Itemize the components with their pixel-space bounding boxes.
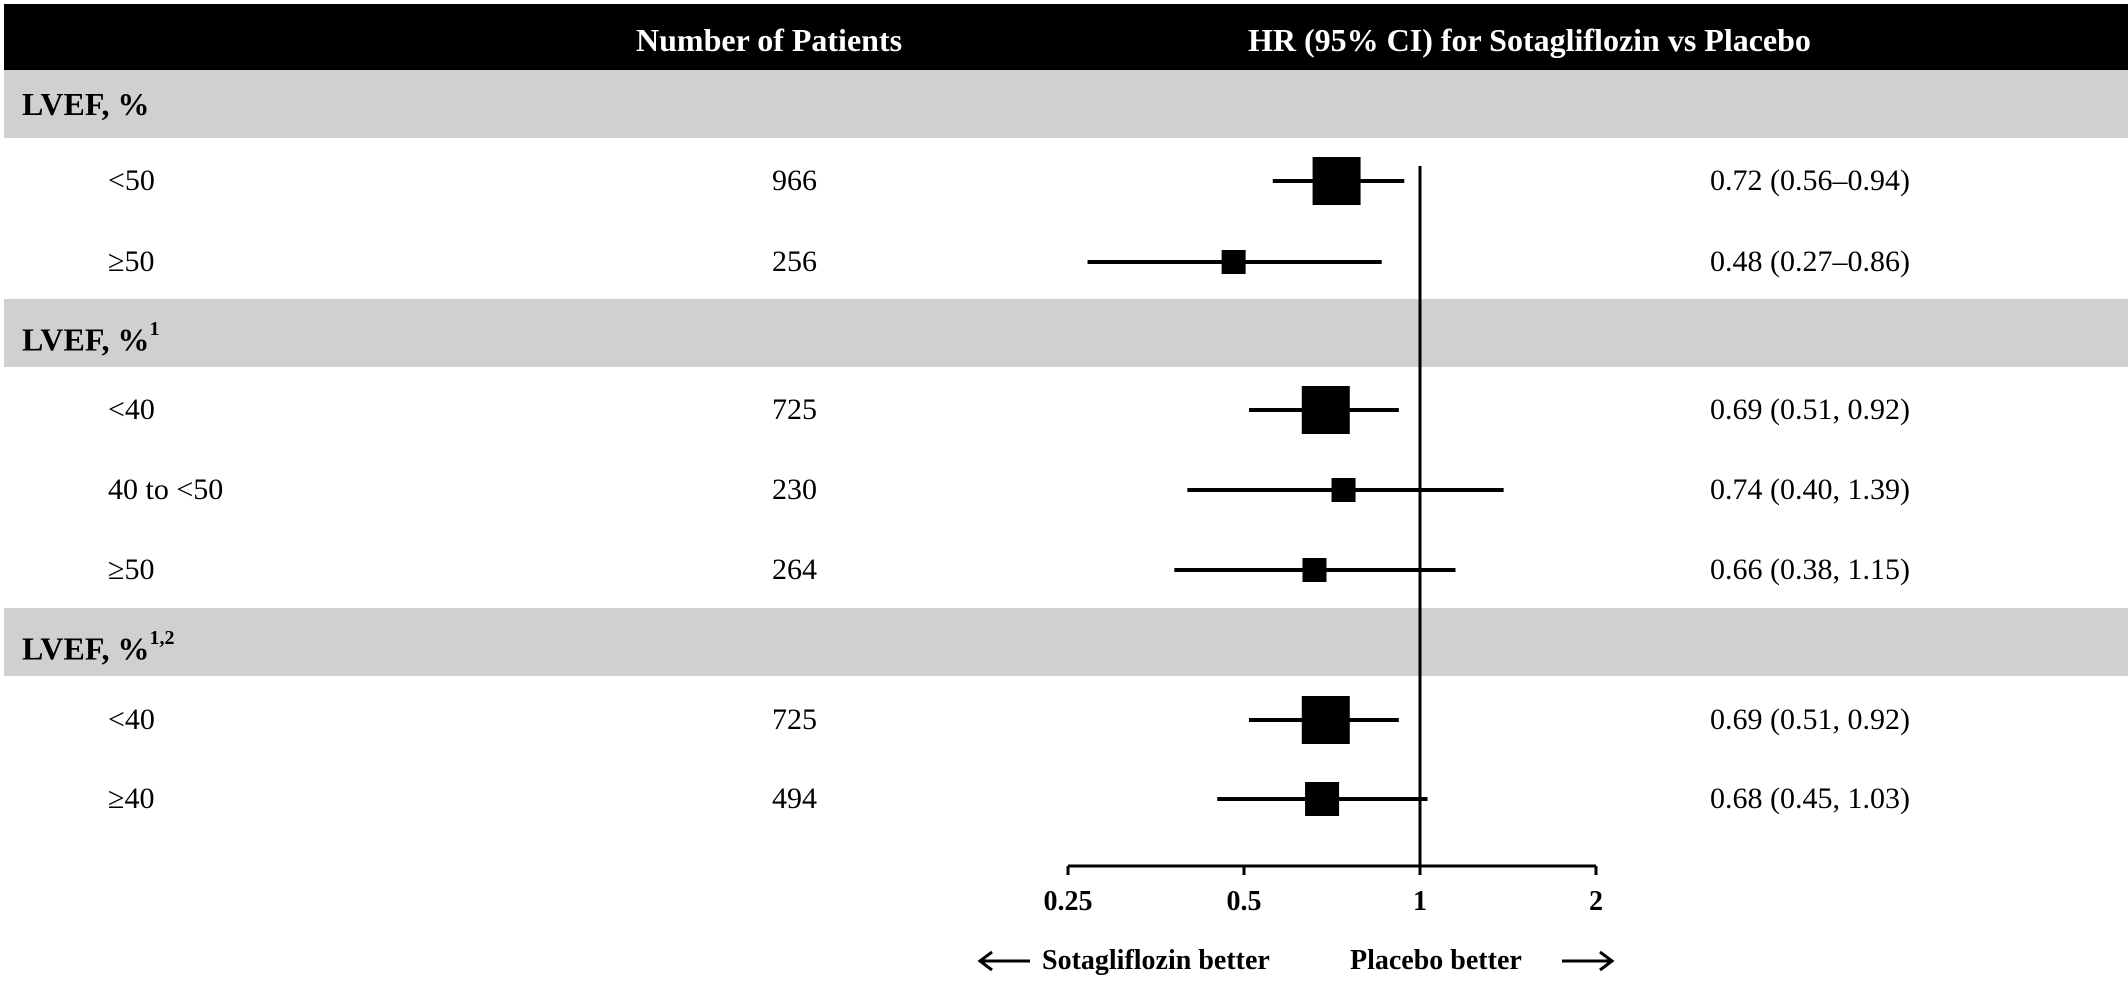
group-band [4,608,2128,676]
row-label: ≥50 [108,245,155,278]
hr-point-marker [1301,696,1350,744]
row-label: <40 [108,393,155,426]
arrow-right-icon [1562,950,1615,972]
row-hr-ci-text: 0.48 (0.27–0.86) [1710,245,1910,278]
row-patient-count: 230 [772,473,817,506]
row-label: ≥50 [108,553,155,586]
row-hr-ci-text: 0.68 (0.45, 1.03) [1710,782,1910,815]
row-patient-count: 725 [772,393,817,426]
row-hr-ci-text: 0.72 (0.56–0.94) [1710,164,1910,197]
direction-right-label: Placebo better [1350,945,1522,976]
x-axis-tick-label: 1 [1413,886,1427,917]
arrow-left-icon [977,950,1030,972]
header-number-of-patients: Number of Patients [636,22,903,58]
row-patient-count: 725 [772,703,817,736]
hr-point-marker [1331,478,1356,502]
group-label-text: LVEF, % [22,630,150,667]
group-band [4,70,2128,138]
header-hr-ci: HR (95% CI) for Sotagliflozin vs Placebo [1248,22,1811,58]
row-label: 40 to <50 [108,473,224,506]
hr-point-marker [1302,558,1327,582]
group-label-text: LVEF, % [22,86,150,122]
direction-left-label: Sotagliflozin better [1042,945,1270,976]
x-axis-tick-label: 2 [1589,886,1603,917]
row-patient-count: 264 [772,553,817,586]
row-patient-count: 256 [772,245,817,278]
group-band [4,299,2128,367]
x-axis-tick-label: 0.5 [1226,886,1262,917]
hr-point-marker [1312,157,1361,205]
group-label: LVEF, %1,2 [22,624,174,667]
group-label-superscript: 1,2 [149,627,175,649]
row-hr-ci-text: 0.69 (0.51, 0.92) [1710,393,1910,426]
hr-point-marker [1305,782,1340,816]
row-hr-ci-text: 0.69 (0.51, 0.92) [1710,703,1910,736]
group-label: LVEF, % [22,86,149,122]
row-hr-ci-text: 0.66 (0.38, 1.15) [1710,553,1910,586]
row-label: <50 [108,164,155,197]
group-label: LVEF, %1 [22,315,159,358]
row-label: ≥40 [108,782,155,815]
header-bar [4,4,2128,72]
row-patient-count: 494 [772,782,817,815]
row-label: <40 [108,703,155,736]
x-axis-tick-label: 0.25 [1043,886,1093,917]
hr-point-marker [1221,250,1246,274]
row-patient-count: 966 [772,164,817,197]
group-label-text: LVEF, % [22,321,150,358]
hr-point-marker [1301,386,1350,434]
group-label-superscript: 1 [149,318,160,340]
row-hr-ci-text: 0.74 (0.40, 1.39) [1710,473,1910,506]
